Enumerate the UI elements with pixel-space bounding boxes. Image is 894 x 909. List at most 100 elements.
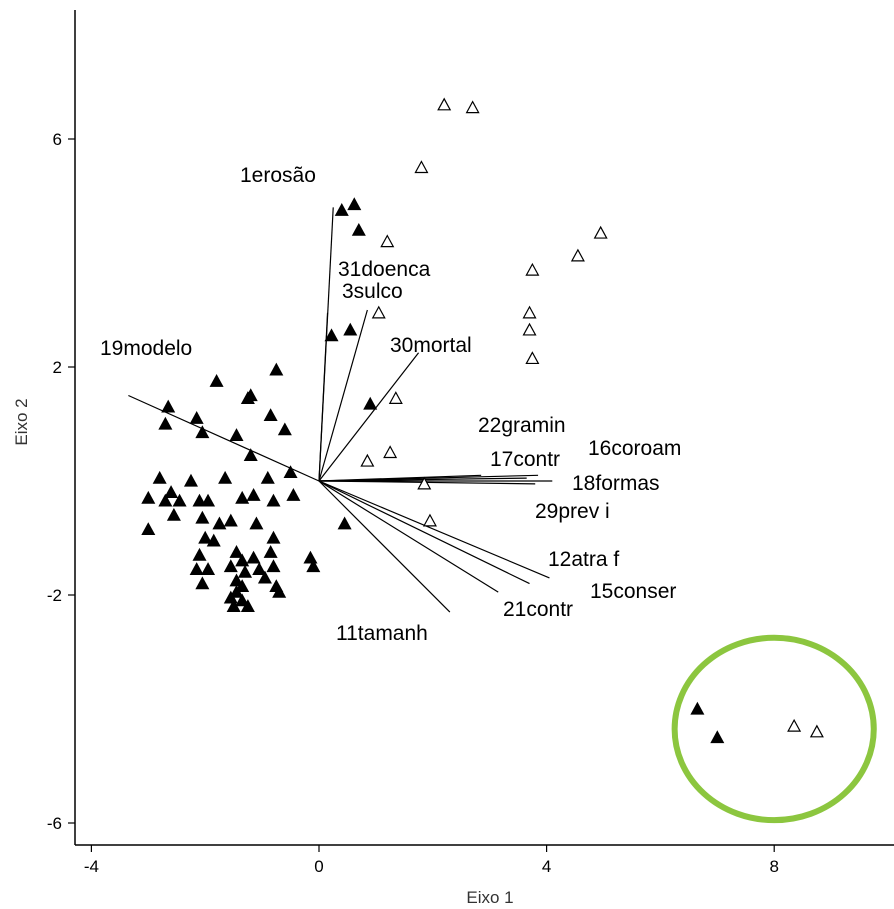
vector-line: [318, 480, 530, 585]
open-triangle-point: [360, 453, 375, 467]
open-triangle-point: [388, 391, 403, 404]
annotations: [671, 634, 877, 824]
filled-triangle-point: [141, 490, 156, 504]
filled-triangle-point: [158, 493, 173, 507]
vector-line: [318, 474, 539, 482]
filled-triangle-point: [243, 448, 258, 461]
filled-triangle-point: [690, 701, 705, 715]
vector-label: 30mortal: [390, 334, 472, 357]
open-triangle-point: [522, 305, 537, 319]
filled-triangle-point: [246, 487, 261, 501]
filled-triangle-point: [223, 559, 238, 573]
filled-triangle-point: [223, 513, 238, 527]
x-tick-label: -4: [84, 857, 99, 876]
open-triangle-point: [525, 351, 540, 365]
vector-label: 22gramin: [478, 414, 566, 437]
filled-triangle-point: [286, 487, 301, 501]
x-axis-title: Eixo 1: [466, 888, 513, 907]
y-tick-label: 2: [53, 358, 62, 377]
filled-triangle-point: [283, 465, 298, 479]
filled-triangle-point: [269, 362, 284, 376]
vector-label: 31doenca: [338, 258, 431, 281]
open-triangle-point: [437, 97, 452, 111]
filled-triangle-point: [152, 470, 167, 484]
filled-triangle-point: [337, 516, 352, 530]
filled-triangle-point: [257, 570, 272, 584]
filled-triangle-point: [235, 553, 250, 567]
filled-triangle-point: [235, 593, 250, 607]
filled-triangle-point: [229, 428, 244, 441]
x-tick-label: 0: [314, 857, 323, 876]
filled-triangle-point: [240, 599, 255, 613]
open-triangle-point: [414, 160, 429, 174]
vector-label: 11tamanh: [336, 622, 428, 645]
filled-triangle-point: [277, 422, 292, 436]
filled-triangle-point: [209, 373, 224, 387]
vector-label: 19modelo: [100, 337, 192, 360]
filled-triangle-point: [235, 490, 250, 504]
filled-triangle-point: [324, 328, 339, 342]
filled-triangle-point: [212, 516, 227, 530]
open-triangle-point: [525, 262, 540, 276]
filled-triangle-point: [229, 544, 244, 558]
vector-label: 17contr: [490, 448, 560, 471]
vector-label: 21contr: [503, 598, 573, 621]
axes: [74, 10, 894, 846]
filled-triangle-point: [334, 202, 349, 216]
open-triangle-point: [371, 305, 386, 319]
filled-triangle-point: [206, 533, 221, 547]
filled-triangle-point: [218, 470, 233, 484]
filled-triangle-point: [164, 485, 179, 498]
filled-triangle-point: [195, 510, 210, 524]
filled-triangle-point: [161, 399, 176, 413]
filled-triangle-point: [238, 564, 253, 578]
open-triangle-point: [417, 476, 432, 490]
filled-triangle-point: [183, 473, 198, 487]
vector-line: [128, 394, 320, 482]
open-triangle-point: [570, 248, 585, 262]
vector-line: [318, 352, 420, 482]
vector-label: 15conser: [590, 580, 676, 603]
filled-triangle-point: [252, 562, 267, 575]
filled-triangle-point: [266, 493, 281, 507]
filled-triangle-point: [266, 530, 281, 544]
data-points: [141, 97, 824, 744]
filled-triangle-point: [351, 222, 366, 236]
y-tick-label: -2: [47, 586, 62, 605]
vector-line: [318, 480, 550, 579]
filled-triangle-point: [235, 579, 250, 593]
filled-triangle-point: [189, 562, 204, 575]
filled-triangle-point: [198, 530, 213, 544]
filled-triangle-point: [343, 322, 358, 336]
filled-triangle-point: [141, 522, 156, 536]
filled-triangle-point: [158, 416, 173, 430]
filled-triangle-point: [192, 493, 207, 507]
filled-triangle-point: [201, 493, 216, 507]
filled-triangle-point: [246, 550, 261, 564]
filled-triangle-point: [306, 559, 321, 573]
filled-triangle-point: [263, 544, 278, 558]
open-triangle-point: [422, 513, 437, 527]
axis-ticks: -4 0 4 8 -6 -2 2 6: [47, 130, 779, 876]
y-axis-title: Eixo 2: [12, 398, 31, 445]
filled-triangle-point: [263, 408, 278, 422]
filled-triangle-point: [166, 507, 181, 521]
vector-label: 1erosão: [240, 164, 316, 187]
filled-triangle-point: [272, 584, 287, 598]
vector-label: 3sulco: [342, 280, 403, 303]
filled-triangle-point: [260, 470, 275, 484]
filled-triangle-point: [229, 584, 244, 598]
y-tick-label: -6: [47, 814, 62, 833]
vector-line: [318, 309, 368, 482]
filled-triangle-point: [240, 391, 255, 404]
filled-triangle-point: [192, 547, 207, 561]
open-triangle-point: [380, 234, 395, 248]
filled-triangle-point: [710, 730, 725, 744]
filled-triangle-point: [195, 576, 210, 590]
x-tick-label: 8: [769, 857, 778, 876]
open-triangle-point: [465, 100, 480, 114]
vector-line: [318, 480, 451, 613]
